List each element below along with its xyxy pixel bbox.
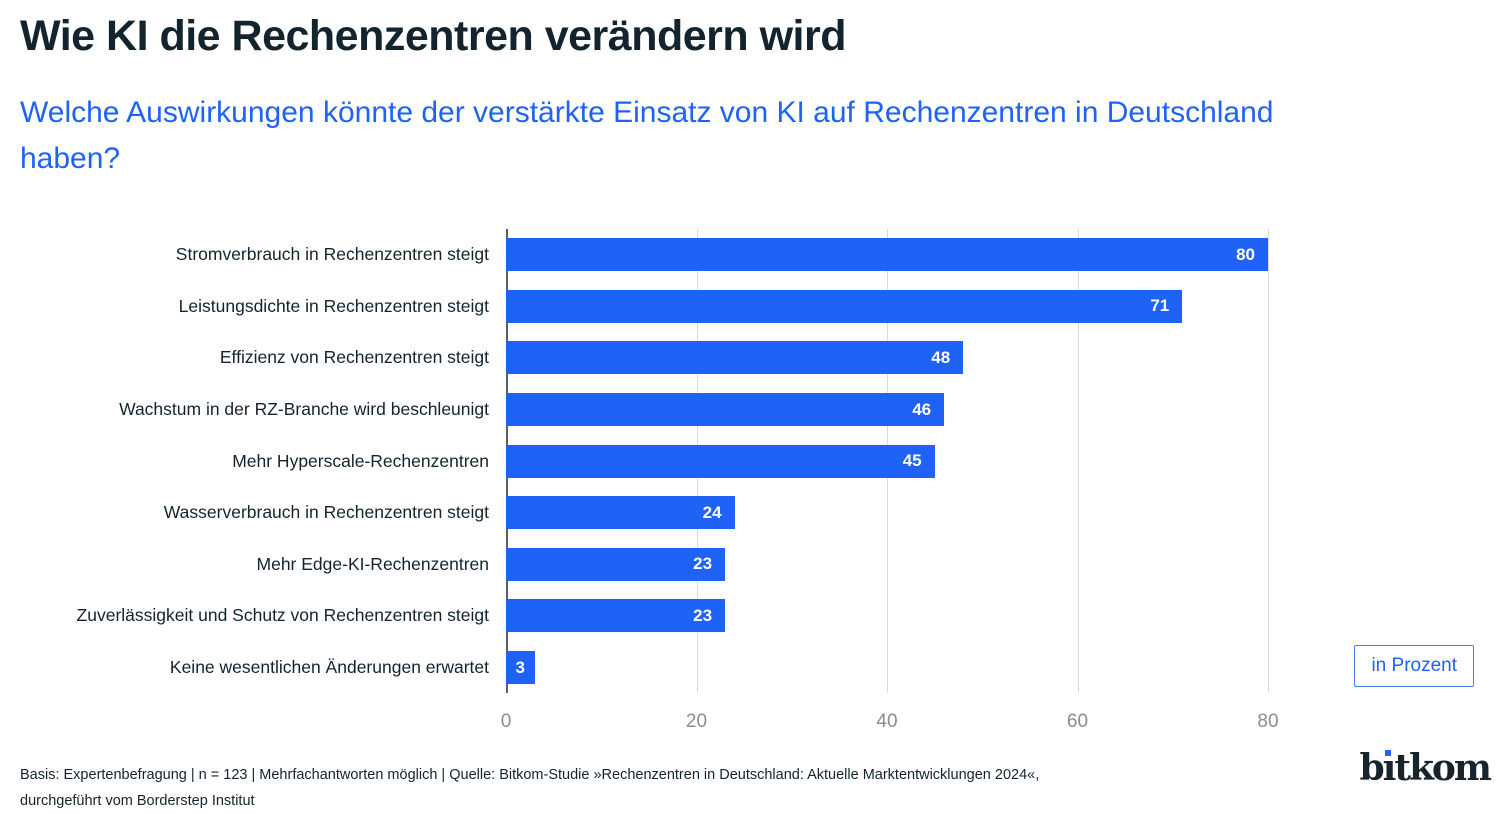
value-label: 80: [1236, 244, 1255, 264]
bar-track: 48: [506, 341, 1268, 375]
bar-track: 45: [506, 444, 1268, 478]
bar: 80: [506, 238, 1268, 272]
chart-row: Leistungsdichte in Rechenzentren steigt 7…: [20, 281, 1268, 333]
category-label: Effizienz von Rechenzentren steigt: [219, 347, 489, 368]
x-tick-label: 40: [876, 711, 898, 732]
value-label: 46: [912, 399, 932, 419]
value-label: 3: [515, 657, 526, 677]
category-label: Wasserverbrauch in Rechenzentren steigt: [163, 502, 489, 523]
category-label: Stromverbrauch in Rechenzentren steigt: [175, 244, 489, 265]
value-label: 23: [693, 605, 713, 625]
category-label: Keine wesentlichen Änderungen erwartet: [169, 657, 489, 678]
bar-chart: Stromverbrauch in Rechenzentren steigt 80…: [20, 229, 1280, 732]
value-label: 23: [693, 554, 713, 574]
bar-track: 80: [506, 238, 1268, 272]
chart-row: Effizienz von Rechenzentren steigt 48: [20, 332, 1268, 384]
category-label: Leistungsdichte in Rechenzentren steigt: [178, 295, 489, 316]
chart-row: Mehr Edge-KI-Rechenzentren 23: [20, 539, 1268, 591]
x-tick-label: 0: [500, 711, 512, 732]
value-label: 45: [902, 451, 922, 471]
bar-track: 3: [506, 651, 1268, 685]
bar-rows: Stromverbrauch in Rechenzentren steigt 80…: [20, 229, 1268, 693]
bar: 23: [506, 599, 726, 633]
page-title: Wie KI die Rechenzentren verändern wird: [20, 12, 847, 60]
plot-area: Stromverbrauch in Rechenzentren steigt 80…: [20, 229, 1279, 732]
chart-row: Wasserverbrauch in Rechenzentren steigt 2…: [20, 487, 1268, 539]
bar: 45: [506, 444, 935, 478]
category-label: Zuverlässigkeit und Schutz von Rechenzen…: [76, 605, 489, 626]
x-axis: 0 20 40 60 80: [501, 703, 1279, 733]
source-note-line1: Basis: Expertenbefragung | n = 123 | Meh…: [20, 767, 1040, 783]
value-label: 48: [931, 347, 951, 367]
chart-row: Keine wesentlichen Änderungen erwartet 3: [20, 642, 1268, 694]
chart-row: Zuverlässigkeit und Schutz von Rechenzen…: [20, 590, 1268, 642]
chart-row: Mehr Hyperscale-Rechenzentren 45: [20, 435, 1268, 487]
chart-row: Wachstum in der RZ-Branche wird beschleu…: [20, 384, 1268, 436]
bar: 23: [506, 547, 726, 581]
category-label: Wachstum in der RZ-Branche wird beschleu…: [119, 399, 489, 420]
logo-i-dot: [1385, 750, 1392, 756]
value-label: 24: [702, 502, 722, 522]
bar: 24: [506, 496, 735, 530]
bar: 3: [506, 651, 535, 685]
bar-track: 23: [506, 599, 1268, 633]
source-note-line2: durchgeführt vom Borderstep Institut: [20, 793, 255, 809]
bitkom-logo: bı tkom: [1359, 747, 1492, 789]
bar: 48: [506, 341, 964, 375]
bar: 46: [506, 393, 945, 427]
chart-row: Stromverbrauch in Rechenzentren steigt 80: [20, 229, 1268, 281]
bar-track: 23: [506, 547, 1268, 581]
bar-track: 24: [506, 496, 1268, 530]
page-subtitle: Welche Auswirkungen könnte der verstärkt…: [20, 96, 1274, 175]
category-label: Mehr Hyperscale-Rechenzentren: [232, 450, 489, 471]
unit-badge: in Prozent: [1354, 645, 1474, 687]
value-label: 71: [1150, 296, 1170, 316]
gridline: [1268, 229, 1269, 693]
category-label: Mehr Edge-KI-Rechenzentren: [256, 553, 489, 574]
source-note: Basis: Expertenbefragung | n = 123 | Meh…: [20, 762, 1039, 813]
gridline: [1077, 229, 1079, 693]
bar-track: 71: [506, 289, 1268, 323]
x-tick-label: 20: [685, 711, 708, 732]
bar: 71: [506, 289, 1183, 323]
bar-track: 46: [506, 393, 1268, 427]
x-tick-label: 80: [1257, 711, 1279, 732]
x-tick-label: 60: [1066, 711, 1089, 732]
